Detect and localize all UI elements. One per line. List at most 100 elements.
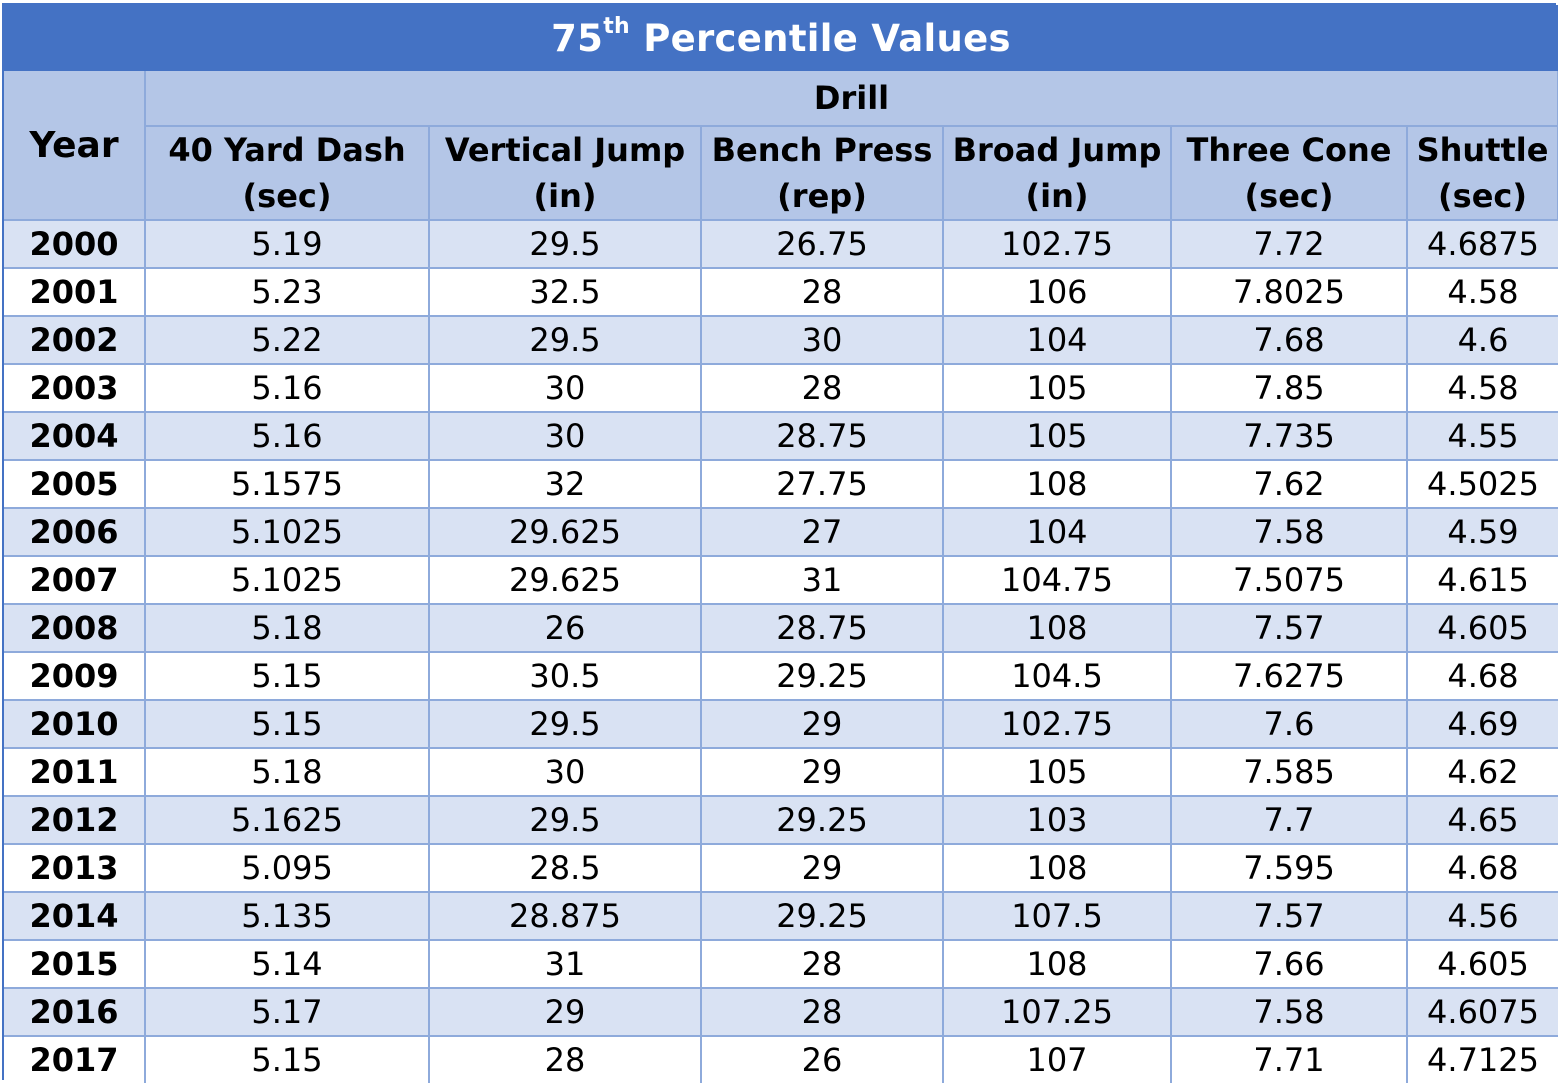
value-cell: 28 — [700, 364, 944, 413]
value-cell: 7.58 — [1170, 508, 1408, 557]
column-header-name: Vertical Jump — [444, 131, 686, 169]
percentile-table: 75th Percentile Values Year Drill 40 Yar… — [4, 5, 1558, 1083]
value-cell: 29 — [428, 988, 702, 1037]
table-row: 2010 5.15 29.5 29 102.75 7.6 4.69 — [4, 700, 1558, 749]
table-title: 75th Percentile Values — [4, 5, 1558, 71]
value-cell: 29.25 — [700, 652, 944, 701]
column-header-name: 40 Yard Dash — [168, 131, 406, 169]
value-cell: 30 — [428, 364, 702, 413]
year-cell: 2014 — [4, 892, 146, 941]
value-cell: 31 — [700, 556, 944, 605]
value-cell: 5.17 — [144, 988, 430, 1037]
value-cell: 107.5 — [942, 892, 1172, 941]
value-cell: 4.6875 — [1405, 220, 1558, 269]
value-cell: 28 — [428, 1036, 702, 1083]
year-cell: 2007 — [4, 556, 146, 605]
value-cell: 5.23 — [144, 268, 430, 317]
column-header-unit: (sec) — [242, 177, 332, 215]
col-header-broad-jump: Broad Jump (in) — [942, 126, 1172, 221]
year-cell: 2002 — [4, 316, 146, 365]
value-cell: 105 — [942, 748, 1172, 797]
value-cell: 7.57 — [1170, 604, 1408, 653]
table-row: 2014 5.135 28.875 29.25 107.5 7.57 4.56 — [4, 892, 1558, 941]
table-row: 2012 5.1625 29.5 29.25 103 7.7 4.65 — [4, 796, 1558, 845]
value-cell: 7.7 — [1170, 796, 1408, 845]
table-row: 2008 5.18 26 28.75 108 7.57 4.605 — [4, 604, 1558, 653]
column-header-unit: (in) — [533, 177, 597, 215]
table-row: 2004 5.16 30 28.75 105 7.735 4.55 — [4, 412, 1558, 461]
value-cell: 27 — [700, 508, 944, 557]
value-cell: 28.75 — [700, 604, 944, 653]
value-cell: 7.735 — [1170, 412, 1408, 461]
year-cell: 2006 — [4, 508, 146, 557]
value-cell: 7.57 — [1170, 892, 1408, 941]
value-cell: 28 — [700, 940, 944, 989]
year-header: Year — [4, 71, 146, 221]
column-header-unit: (sec) — [1438, 177, 1527, 215]
value-cell: 7.6 — [1170, 700, 1408, 749]
table-row: 2016 5.17 29 28 107.25 7.58 4.6075 — [4, 988, 1558, 1037]
value-cell: 5.1025 — [144, 508, 430, 557]
value-cell: 102.75 — [942, 220, 1172, 269]
value-cell: 29.5 — [428, 316, 702, 365]
percentile-table-sheet: 75th Percentile Values Year Drill 40 Yar… — [2, 3, 1558, 1083]
year-cell: 2009 — [4, 652, 146, 701]
value-cell: 7.68 — [1170, 316, 1408, 365]
value-cell: 32.5 — [428, 268, 702, 317]
col-header-40-yard-dash: 40 Yard Dash (sec) — [144, 126, 430, 221]
value-cell: 7.6275 — [1170, 652, 1408, 701]
value-cell: 28 — [700, 268, 944, 317]
value-cell: 29.25 — [700, 796, 944, 845]
value-cell: 105 — [942, 412, 1172, 461]
value-cell: 7.595 — [1170, 844, 1408, 893]
value-cell: 5.1575 — [144, 460, 430, 509]
value-cell: 5.15 — [144, 700, 430, 749]
value-cell: 28.75 — [700, 412, 944, 461]
value-cell: 5.19 — [144, 220, 430, 269]
year-cell: 2003 — [4, 364, 146, 413]
value-cell: 4.5025 — [1405, 460, 1558, 509]
year-cell: 2005 — [4, 460, 146, 509]
value-cell: 32 — [428, 460, 702, 509]
value-cell: 108 — [942, 460, 1172, 509]
column-header-name: Broad Jump — [952, 131, 1162, 169]
value-cell: 108 — [942, 604, 1172, 653]
value-cell: 29.5 — [428, 220, 702, 269]
value-cell: 103 — [942, 796, 1172, 845]
value-cell: 4.68 — [1405, 652, 1558, 701]
value-cell: 104 — [942, 508, 1172, 557]
value-cell: 5.1025 — [144, 556, 430, 605]
year-cell: 2000 — [4, 220, 146, 269]
value-cell: 104 — [942, 316, 1172, 365]
value-cell: 29.625 — [428, 556, 702, 605]
value-cell: 5.18 — [144, 604, 430, 653]
value-cell: 7.8025 — [1170, 268, 1408, 317]
column-header-unit: (sec) — [1244, 177, 1334, 215]
value-cell: 4.605 — [1405, 940, 1558, 989]
table-row: 2000 5.19 29.5 26.75 102.75 7.72 4.6875 — [4, 220, 1558, 269]
value-cell: 5.16 — [144, 412, 430, 461]
value-cell: 7.71 — [1170, 1036, 1408, 1083]
table-row: 2013 5.095 28.5 29 108 7.595 4.68 — [4, 844, 1558, 893]
value-cell: 7.585 — [1170, 748, 1408, 797]
value-cell: 29.625 — [428, 508, 702, 557]
value-cell: 30 — [428, 412, 702, 461]
table-row: 2015 5.14 31 28 108 7.66 4.605 — [4, 940, 1558, 989]
value-cell: 28.875 — [428, 892, 702, 941]
value-cell: 107.25 — [942, 988, 1172, 1037]
value-cell: 28.5 — [428, 844, 702, 893]
table-row: 2003 5.16 30 28 105 7.85 4.58 — [4, 364, 1558, 413]
value-cell: 26.75 — [700, 220, 944, 269]
column-header-unit: (rep) — [777, 177, 867, 215]
value-cell: 29 — [700, 844, 944, 893]
value-cell: 5.15 — [144, 1036, 430, 1083]
value-cell: 4.62 — [1405, 748, 1558, 797]
value-cell: 5.095 — [144, 844, 430, 893]
value-cell: 31 — [428, 940, 702, 989]
table-row: 2001 5.23 32.5 28 106 7.8025 4.58 — [4, 268, 1558, 317]
value-cell: 108 — [942, 844, 1172, 893]
table-row: 2007 5.1025 29.625 31 104.75 7.5075 4.615 — [4, 556, 1558, 605]
value-cell: 5.16 — [144, 364, 430, 413]
column-header-name: Shuttle — [1416, 131, 1549, 169]
year-cell: 2016 — [4, 988, 146, 1037]
